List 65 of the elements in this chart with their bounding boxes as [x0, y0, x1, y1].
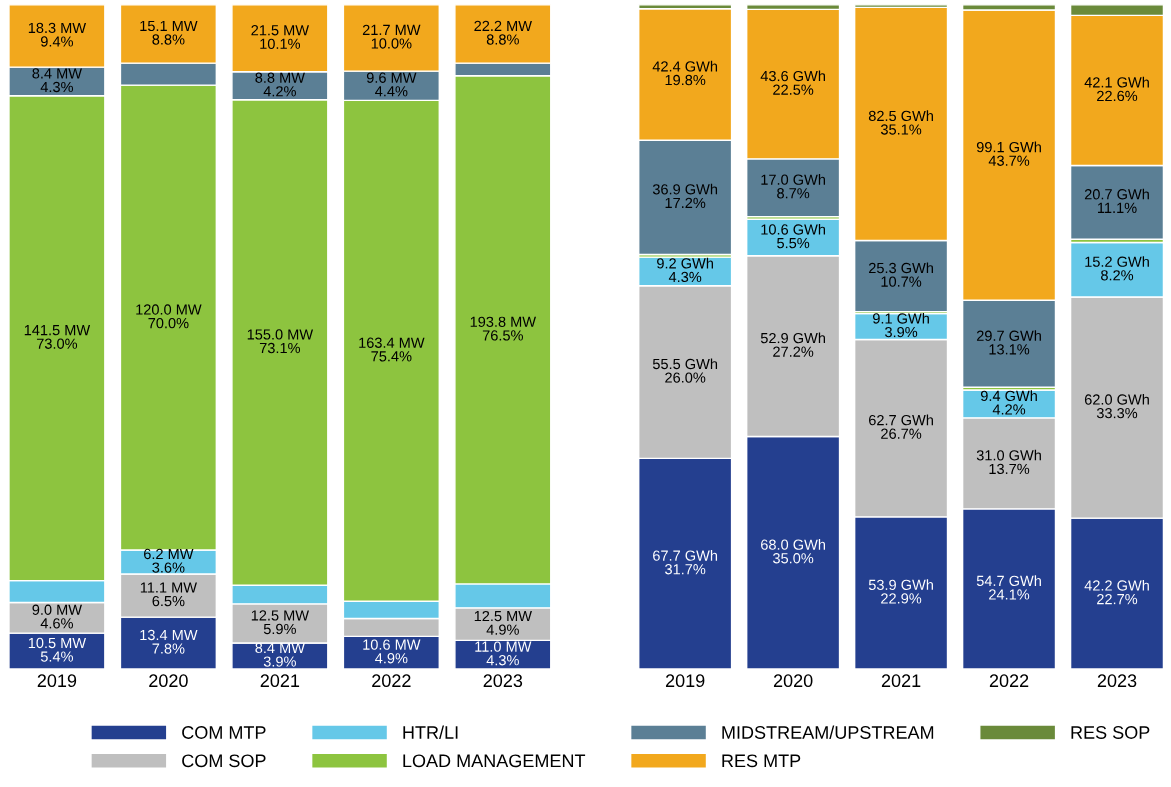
data-label: 52.9 GWh 27.2% [760, 332, 825, 357]
data-label: 22.2 MW 8.8% [474, 20, 532, 45]
data-label: 68.0 GWh 35.0% [761, 539, 825, 564]
x-tick-label: 2022 [989, 674, 1029, 688]
data-label: 31.0 GWh 13.7% [976, 449, 1041, 475]
data-label: 42.2 GWh 22.7% [1084, 579, 1149, 605]
data-label: 9.1 GWh 3.9% [873, 312, 929, 338]
data-label: 10.6 GWh 5.5% [761, 223, 825, 249]
x-tick-label: 2021 [881, 674, 921, 688]
data-label: 43.6 GWh 22.5% [760, 70, 825, 95]
data-label: 17.0 GWh 8.7% [761, 174, 825, 199]
data-label: 9.4 GWh 4.2% [980, 390, 1037, 415]
data-label: 8.8 MW 4.2% [255, 72, 305, 97]
data-label: 11.0 MW 4.3% [475, 641, 532, 666]
data-label: 8.4 MW 4.3% [32, 68, 82, 93]
legend-label: COM SOP [182, 754, 266, 768]
data-label: 99.1 GWh 43.7% [976, 141, 1041, 166]
data-label: 9.0 MW 4.6% [32, 604, 82, 629]
x-tick-label: 2023 [483, 674, 523, 688]
legend-label: RES SOP [1071, 726, 1150, 739]
x-tick-label: 2019 [37, 674, 77, 688]
data-label: 29.7 GWh 13.1% [976, 330, 1041, 355]
legend-label: RES MTP [722, 754, 801, 768]
data-label: 53.9 GWh 22.9% [868, 579, 933, 604]
data-label: 42.4 GWh 19.8% [652, 60, 718, 86]
data-label: 8.4 MW 3.9% [255, 642, 305, 667]
data-label: 62.0 GWh 33.3% [1084, 393, 1149, 419]
x-tick-label: 2020 [149, 674, 188, 688]
data-label: 67.7 GWh 31.7% [653, 550, 718, 575]
x-tick-label: 2019 [665, 674, 705, 688]
legend-label: MIDSTREAM/UPSTREAM [722, 725, 934, 739]
data-label: 18.3 MW 9.4% [28, 22, 87, 47]
x-tick-label: 2020 [773, 674, 813, 688]
data-label: 141.5 MW 73.0% [24, 325, 91, 349]
data-label: 20.7 GWh 11.1% [1084, 188, 1149, 213]
data-label: 10.5 MW 5.4% [28, 637, 87, 662]
data-label: 12.5 MW 4.9% [474, 610, 532, 635]
legend-label: HTR/LI [403, 725, 458, 739]
data-label: 120.0 MW 70.0% [136, 304, 202, 329]
data-label: 15.2 GWh 8.2% [1085, 256, 1149, 281]
legend-label: COM MTP [182, 726, 266, 739]
data-label: 21.7 MW 10.0% [362, 24, 421, 49]
legend-label: LOAD MANAGEMENT [403, 754, 586, 768]
data-label: 25.3 GWh 10.7% [868, 262, 933, 287]
data-label: 155.0 MW 73.1% [247, 329, 314, 354]
data-label: 9.2 GWh 4.3% [657, 257, 713, 283]
data-label: 11.1 MW 6.5% [140, 582, 197, 607]
x-tick-label: 2022 [372, 674, 411, 688]
data-label: 62.7 GWh 26.7% [869, 414, 933, 439]
data-label: 21.5 MW 10.1% [251, 25, 309, 49]
data-label: 193.8 MW 76.5% [470, 316, 537, 341]
x-tick-label: 2021 [260, 674, 300, 688]
data-label: 36.9 GWh 17.2% [652, 183, 718, 208]
data-label: 82.5 GWh 35.1% [868, 110, 933, 135]
data-label: 13.4 MW 7.8% [140, 629, 198, 654]
data-label: 9.6 MW 4.4% [366, 72, 417, 97]
x-tick-label: 2023 [1097, 674, 1137, 688]
data-label: 12.5 MW 5.9% [251, 610, 309, 635]
data-label: 54.7 GWh 24.1% [976, 575, 1041, 600]
data-label: 15.1 MW 8.8% [140, 20, 198, 45]
data-label: 55.5 GWh 26.0% [652, 358, 718, 383]
data-label: 42.1 GWh 22.6% [1084, 76, 1149, 102]
data-label: 6.2 MW 3.6% [144, 548, 194, 573]
data-label: 163.4 MW 75.4% [359, 337, 425, 362]
data-label: 10.6 MW 4.9% [363, 639, 421, 664]
